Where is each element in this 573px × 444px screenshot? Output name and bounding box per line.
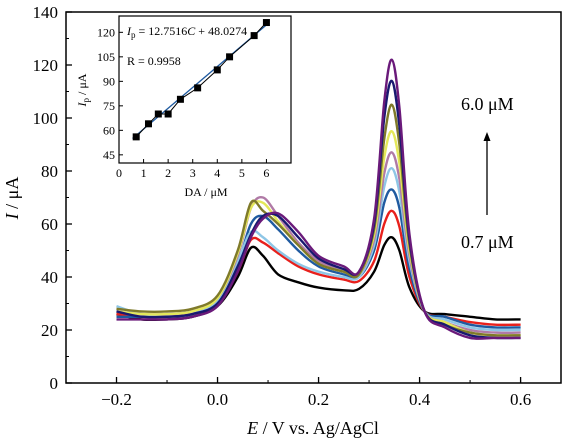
inset-data-point	[154, 110, 162, 118]
inset-x-tick-label: 6	[263, 166, 269, 180]
dpv-curve-2	[116, 209, 521, 327]
inset-plot-frame	[118, 15, 292, 164]
inset-y-tick-label: 45	[103, 148, 115, 162]
inset-x-tick-label: 2	[165, 166, 171, 180]
dpv-curve-5	[116, 151, 521, 335]
inset-x-tick-label: 5	[239, 166, 245, 180]
x-tick-label: 0.6	[510, 390, 531, 409]
main-curves-group	[116, 58, 521, 340]
x-axis-title: E / V vs. Ag/AgCl	[246, 418, 379, 438]
x-tick-label: 0.2	[308, 390, 329, 409]
inset-x-axis-title: DA / μM	[184, 185, 227, 199]
y-axis-title: I / μA	[2, 177, 22, 221]
y-tick-label: 120	[33, 56, 59, 75]
inset-data-point	[164, 110, 172, 118]
y-tick-label: 80	[41, 162, 58, 181]
y-tick-label: 20	[41, 321, 58, 340]
inset-data-point	[262, 19, 270, 27]
increase-arrow-head	[483, 132, 491, 141]
annotation-top-concentration: 6.0 μM	[461, 94, 514, 114]
inset-points-group	[132, 19, 270, 141]
inset-y-tick-label: 120	[97, 25, 115, 39]
inset-data-point	[194, 84, 202, 92]
y-tick-label: 100	[33, 109, 59, 128]
inset-y-axis-title: Ip / μA	[75, 73, 91, 107]
inset-data-line	[135, 22, 267, 138]
x-tick-label: 0.4	[409, 390, 431, 409]
inset-x-tick-label: 3	[190, 166, 196, 180]
inset-data-point	[132, 133, 140, 141]
inset-r-value: R = 0.9958	[127, 54, 181, 68]
dpv-curve-1	[116, 235, 521, 322]
x-tick-label: 0.0	[207, 390, 228, 409]
inset-x-tick-label: 0	[116, 166, 122, 180]
inset-x-tick-label: 4	[214, 166, 220, 180]
annotation-bottom-concentration: 0.7 μM	[461, 232, 514, 252]
inset-data-point	[226, 53, 234, 61]
inset-y-tick-label: 75	[103, 99, 115, 113]
inset-data-point	[176, 95, 184, 103]
inset-data-point	[144, 120, 152, 128]
inset-data-point	[250, 32, 258, 40]
inset-y-tick-label: 90	[103, 74, 115, 88]
y-tick-label: 0	[50, 374, 59, 393]
inset-equation: Ip = 12.7516C + 48.0274	[126, 24, 247, 40]
inset-x-tick-label: 1	[141, 166, 147, 180]
y-tick-label: 140	[33, 3, 59, 22]
dpv-curve-4	[116, 167, 521, 332]
inset-y-tick-label: 105	[97, 50, 115, 64]
inset-data-point	[213, 66, 221, 74]
dpv-curve-9	[116, 58, 521, 340]
y-tick-label: 40	[41, 268, 58, 287]
inset-y-tick-label: 60	[103, 123, 115, 137]
y-tick-label: 60	[41, 215, 58, 234]
x-tick-label: −0.2	[101, 390, 132, 409]
